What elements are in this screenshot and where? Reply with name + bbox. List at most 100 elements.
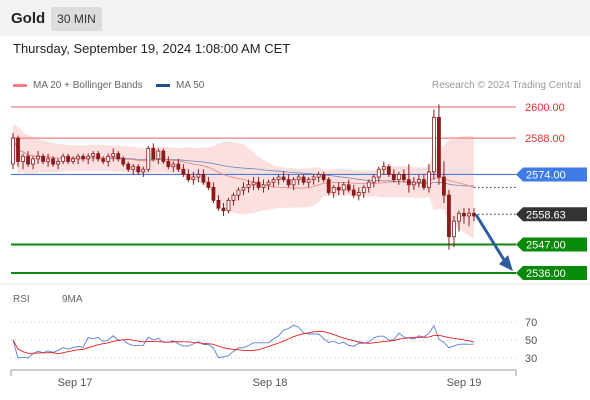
candle-body: [261, 184, 266, 188]
legend-rsi: RSI: [13, 294, 30, 305]
candle-body: [241, 187, 246, 191]
forecast-arrow: [474, 213, 513, 272]
candle-body: [41, 155, 45, 162]
candle-body: [111, 153, 116, 157]
candle-body: [457, 212, 461, 222]
candle-body: [21, 155, 25, 162]
rsi-ma-line: [12, 330, 475, 355]
bollinger-swatch: [13, 84, 27, 87]
bollinger-band: [13, 125, 474, 240]
legend-ma50: MA 50: [156, 80, 204, 91]
candle-body: [156, 150, 161, 160]
candle-body: [266, 181, 271, 186]
candle-body: [296, 176, 301, 181]
forecast-arrow-head: [499, 255, 513, 272]
candle-body: [161, 150, 166, 162]
candle-body: [86, 155, 91, 160]
candle-body: [381, 166, 386, 170]
candle-body: [326, 179, 331, 193]
candle-body: [46, 158, 50, 162]
candle-body: [166, 161, 171, 168]
candle-body: [101, 158, 106, 162]
interval-button[interactable]: 30 MIN: [51, 7, 102, 31]
ma50-label: MA 50: [176, 80, 205, 91]
candle-body: [171, 163, 176, 168]
candle-body: [211, 187, 216, 201]
candle-body: [281, 176, 286, 181]
candle-body: [426, 171, 431, 188]
chart-header: Gold 30 MIN: [0, 0, 590, 36]
candle-body: [416, 179, 421, 183]
candle-body: [91, 153, 96, 157]
candle-body: [371, 176, 376, 183]
candles: [11, 104, 476, 250]
candle-body: [341, 184, 346, 191]
candle-body: [316, 174, 321, 178]
candle-body: [176, 163, 181, 170]
candle-body: [201, 174, 206, 183]
rsi-label: RSI: [13, 294, 30, 305]
candle-body: [251, 181, 256, 186]
candle-body: [271, 179, 276, 183]
candle-body: [331, 187, 336, 193]
candle-body: [76, 155, 81, 160]
bollinger-band-fill: [13, 125, 474, 240]
candle-body: [321, 174, 326, 181]
level-label-2536.00: 2536.00: [526, 268, 566, 280]
candle-body: [376, 168, 381, 178]
forecast-arrow-shaft: [474, 213, 508, 264]
candle-body: [411, 181, 416, 186]
current-price-label: 2558.63: [526, 209, 566, 221]
candle-body: [116, 153, 121, 160]
level-label-2574.00: 2574.00: [526, 169, 566, 181]
research-credit: Research © 2024 Trading Central: [431, 80, 581, 91]
candle-body: [71, 158, 76, 162]
candle-body: [11, 137, 15, 165]
candle-body: [36, 155, 40, 160]
candle-body: [336, 187, 341, 191]
candle-body: [452, 220, 456, 238]
candle-body: [447, 194, 451, 238]
candle-body: [236, 189, 241, 196]
candle-body: [81, 155, 86, 160]
candle-body: [462, 212, 466, 217]
current-price-tag: [516, 207, 587, 222]
candle-body: [216, 199, 221, 209]
candle-body: [231, 194, 236, 201]
candle-body: [391, 174, 396, 181]
candle-body: [66, 155, 71, 162]
candle-body: [351, 189, 356, 196]
x-tick-label: Sep 18: [253, 377, 288, 389]
candle-body: [361, 187, 366, 193]
candle-body: [186, 174, 191, 181]
timestamp: Thursday, September 19, 2024 1:08:00 AM …: [13, 41, 291, 56]
candle-body: [437, 116, 441, 178]
candle-body: [467, 212, 471, 217]
candle-body: [136, 166, 141, 173]
candle-body: [396, 174, 401, 181]
candle-body: [306, 179, 311, 183]
candle-body: [406, 179, 411, 186]
level-tag-2574.00: [516, 167, 587, 182]
candle-body: [206, 181, 211, 188]
candle-body: [146, 148, 151, 170]
level-label-2588.00: 2588.00: [525, 133, 565, 145]
ma9-label: 9MA: [62, 294, 83, 305]
legend-9ma: 9MA: [62, 294, 83, 305]
candle-body: [291, 179, 296, 186]
candle-body: [191, 176, 196, 181]
candle-body: [151, 148, 156, 160]
x-tick-label: Sep 17: [58, 377, 93, 389]
candle-body: [196, 174, 201, 178]
price-levels: [11, 106, 516, 274]
candle-body: [366, 181, 371, 188]
candle-body: [276, 176, 281, 181]
candle-body: [56, 161, 61, 165]
candle-body: [126, 163, 131, 170]
candle-body: [401, 174, 406, 181]
candle-body: [61, 155, 66, 162]
level-label-2547.00: 2547.00: [526, 239, 566, 251]
level-tag-2536.00: [516, 266, 587, 280]
candle-body: [106, 155, 111, 162]
